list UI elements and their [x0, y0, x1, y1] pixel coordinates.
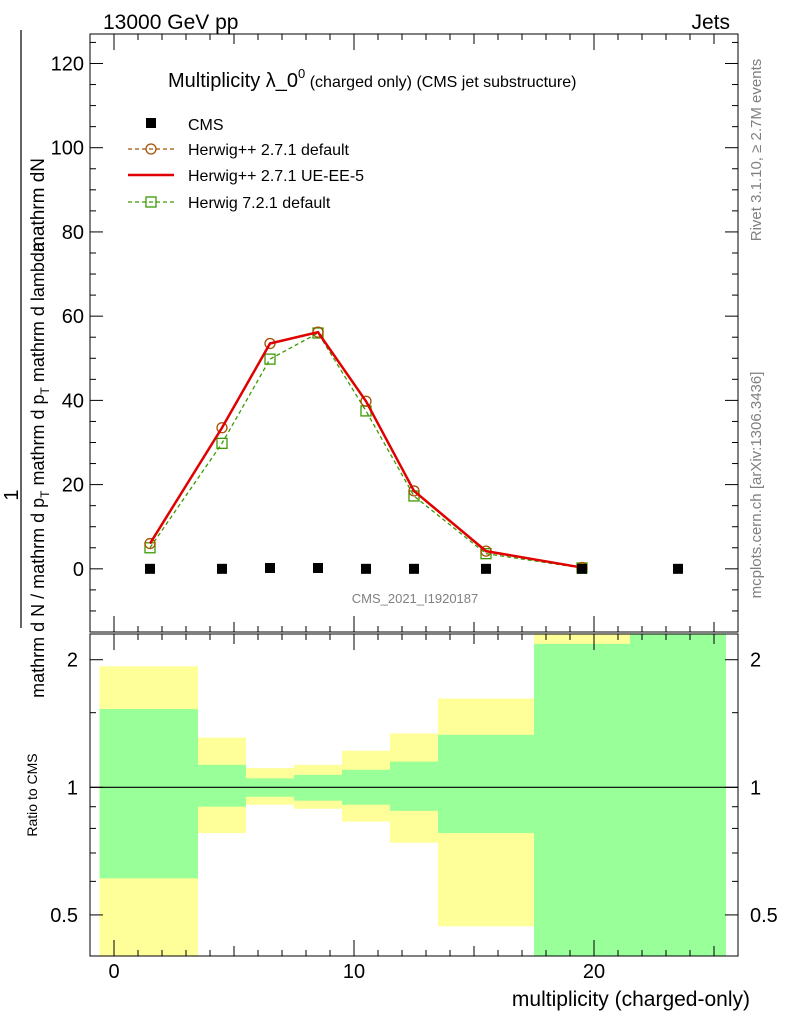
- watermark: CMS_2021_I1920187: [352, 591, 479, 606]
- plot-title-main: Multiplicity λ_0: [168, 70, 298, 92]
- legend-herwig-ueee5-label: Herwig++ 2.7.1 UE-EE-5: [188, 168, 364, 185]
- cms-data-point: [481, 563, 491, 574]
- ratio-ytick-label-right: 0.5: [750, 905, 778, 927]
- main-ytick-label: 60: [62, 306, 84, 328]
- ratio-ytick-label-right: 1: [750, 777, 761, 799]
- legend-herwig7-marker: [145, 196, 157, 208]
- ratio-ylabel: Ratio to CMS: [24, 753, 40, 836]
- main-ytick-label: 80: [62, 222, 84, 244]
- cms-data-point: [577, 563, 587, 574]
- cms-data-point: [673, 563, 683, 574]
- ratio-band-green: [390, 761, 438, 811]
- process-label: Jets: [691, 11, 730, 34]
- main-ytick-label: 100: [51, 138, 84, 160]
- herwig-default-point: [216, 422, 228, 434]
- herwig-default-point: [360, 395, 372, 407]
- ylabel-numerator: mathrm dN: [28, 158, 49, 252]
- energy-label: 13000 GeV pp: [103, 11, 238, 34]
- ratio-band-green: [438, 734, 534, 834]
- cms-data-point: [145, 563, 155, 574]
- herwig-default-point: [144, 537, 156, 550]
- ratio-band-green: [534, 643, 630, 956]
- main-frame: [89, 33, 739, 633]
- legend-herwig-default-label: Herwig++ 2.7.1 default: [188, 142, 350, 159]
- ratio-ytick-label-right: 2: [750, 650, 761, 672]
- ratio-frame: [89, 633, 739, 957]
- mcplots-label: mcplots.cern.ch [arXiv:1306.3436]: [748, 372, 765, 599]
- cms-data-point: [217, 563, 227, 574]
- ratio-band-green: [198, 764, 246, 807]
- legend-herwig-default-marker: [145, 143, 157, 155]
- herwig-default-line: [149, 331, 583, 569]
- legend: CMS Herwig++ 2.7.1 default Herwig++ 2.7.…: [128, 117, 364, 212]
- main-axes: 0 20 40 60 80 100 120: [51, 33, 739, 633]
- herwig7-line: [149, 332, 583, 569]
- ratio-ytick-label-left: 1: [67, 777, 78, 799]
- ratio-ytick-label-left: 0.5: [50, 905, 78, 927]
- legend-cms-label: CMS: [188, 117, 224, 134]
- herwig-default-point: [408, 485, 420, 497]
- herwig7-point: [216, 437, 228, 449]
- ratio-ytick-label-left: 2: [67, 650, 78, 672]
- ylabel-den-a: mathrm d N / mathrm d p: [28, 498, 48, 698]
- herwig-ueee5-line: [148, 330, 583, 569]
- ylabel-den-sub2: T: [38, 386, 52, 394]
- ratio-bands: [99, 634, 726, 956]
- cms-data-point: [361, 563, 371, 574]
- xtick-label: 0: [108, 961, 119, 983]
- main-ytick-label: 120: [51, 53, 84, 75]
- main-ytick-label: 40: [62, 390, 84, 412]
- legend-cms-marker: [146, 118, 156, 128]
- ylabel-den-b: mathrm d p: [28, 394, 48, 490]
- cms-data-point: [409, 563, 419, 574]
- ratio-band-green: [630, 634, 726, 956]
- herwig7-point: [264, 353, 276, 365]
- ylabel-num-dN: mathrm dN: [28, 158, 49, 252]
- xtick-label: 20: [583, 961, 605, 983]
- plot-title: Multiplicity λ_00 (charged only) (CMS je…: [168, 66, 576, 92]
- plot-title-sup: 0: [298, 66, 305, 81]
- ylabel-den-c: mathrm d lambda: [28, 241, 48, 387]
- main-ytick-label: 20: [62, 475, 84, 497]
- ratio-axes: 0.5 0.51 12 20 10 20: [50, 633, 778, 983]
- rivet-label: Rivet 3.1.10, ≥ 2.7M events: [748, 59, 765, 242]
- xtick-label: 10: [343, 961, 365, 983]
- cms-data-point: [313, 562, 323, 573]
- ylabel-den-sub1: T: [38, 490, 52, 498]
- cms-data-point: [265, 562, 275, 573]
- x-axis-label: multiplicity (charged-only): [512, 988, 750, 1011]
- ylabel-denominator: mathrm d N / mathrm d pT mathrm d pT mat…: [28, 241, 52, 698]
- ylabel-one: 1: [1, 489, 23, 500]
- main-ylabel: 1 mathrm dN mathrm d N / mathrm d pT mat…: [1, 30, 52, 698]
- legend-herwig7-label: Herwig 7.2.1 default: [188, 195, 331, 212]
- main-ytick-label: 0: [73, 559, 84, 581]
- main-series-layer: [144, 326, 683, 574]
- ratio-band-green: [99, 709, 198, 879]
- plot-title-suffix: (charged only) (CMS jet substructure): [305, 74, 576, 91]
